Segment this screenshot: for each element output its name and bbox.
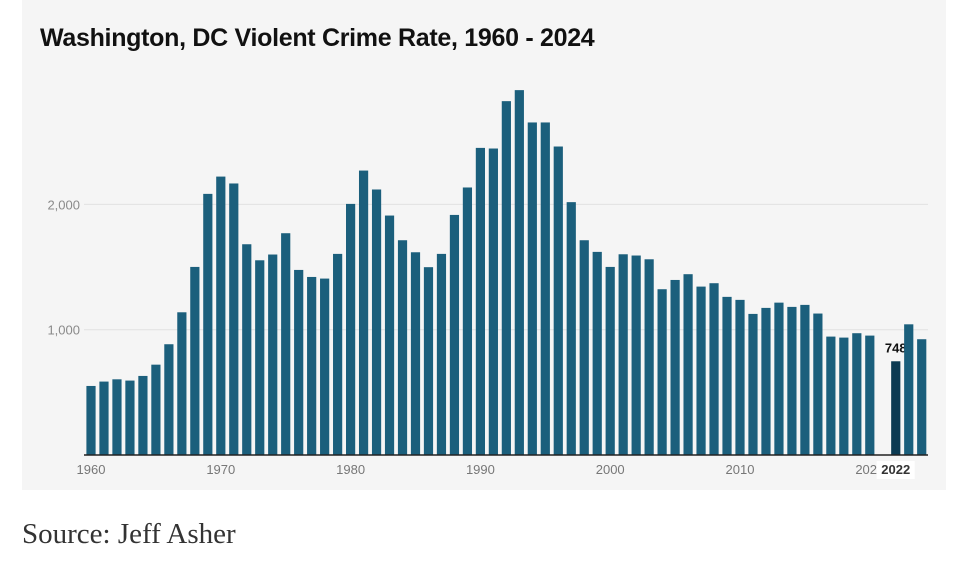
bar-1987 [436,253,447,455]
bar-1998 [579,240,589,455]
bar-1997 [566,202,576,455]
bar-2013 [774,302,784,455]
bar-1996 [553,146,563,455]
bar-2023 [904,324,914,455]
data-label-2022: 748 [885,340,907,355]
bar-1972 [242,244,252,455]
bar-1982 [371,189,382,455]
y-tick-label: 1,000 [47,323,80,338]
y-tick-label: 2,000 [47,197,80,212]
bar-2000 [605,266,615,455]
bar-1960 [86,385,96,455]
bar-2011 [748,313,758,455]
bar-1980 [346,203,356,455]
bar-1976 [294,269,304,455]
bar-1978 [320,278,330,455]
bar-2019 [852,333,862,455]
source-note: Source: Jeff Asher [22,518,236,550]
bar-1968 [190,266,200,455]
bar-1981 [358,170,369,455]
bar-1971 [229,183,239,455]
bar-2014 [787,306,797,455]
chart-title: Washington, DC Violent Crime Rate, 1960 … [40,24,595,52]
bar-2007 [696,286,706,455]
bar-2022 [891,361,901,455]
bar-1985 [410,252,421,455]
bar-2008 [709,283,719,455]
bar-1990 [475,147,485,455]
bar-2012 [761,307,771,455]
bar-1970 [216,176,226,455]
bar-1962 [112,379,122,455]
x-tick-label: 2000 [596,462,625,477]
x-tick-label: 1960 [77,462,106,477]
bar-2004 [657,289,667,455]
bar-1977 [307,276,317,455]
bar-2009 [722,296,732,455]
x-tick-label: 1970 [206,462,235,477]
bar-1989 [462,187,473,455]
bar-2015 [800,304,810,455]
bar-2020 [865,335,875,455]
bar-chart: 1,000 2,000 748 1960 1970 1980 1990 2000 2010 202… [47,90,928,479]
bar-1986 [423,267,434,455]
bar-2024 [917,339,927,455]
bar-1979 [333,253,343,455]
bar-1975 [281,233,291,455]
bar-2001 [618,254,628,455]
bar-1961 [99,381,109,455]
bar-2002 [631,255,641,455]
bar-1995 [540,122,550,455]
bar-1983 [384,215,395,455]
bar-1984 [397,240,408,455]
bar-1999 [592,251,602,455]
bar-2005 [670,279,680,455]
bar-1991 [488,148,498,455]
bar-1973 [255,260,265,455]
bar-2016 [813,313,823,455]
bar-1966 [164,344,174,455]
bar-2010 [735,299,745,455]
bar-1992 [501,101,511,455]
bar-1965 [151,364,161,455]
x-tick-label-highlight: 2022 [881,462,910,477]
bar-1974 [268,254,278,455]
bar-1993 [514,90,524,455]
bar-1988 [449,214,460,455]
x-tick-label: 2010 [726,462,755,477]
x-tick-label: 1980 [336,462,365,477]
x-tick-label: 1990 [466,462,495,477]
bar-1994 [527,122,537,455]
bar-1963 [125,380,135,455]
bar-2017 [826,336,836,455]
highlight-label-bg [876,461,915,479]
bar-1967 [177,312,187,455]
bar-2018 [839,337,849,455]
bar-2003 [644,259,654,455]
bar-1969 [203,193,213,455]
bar-2006 [683,274,693,455]
bar-1964 [138,375,148,455]
